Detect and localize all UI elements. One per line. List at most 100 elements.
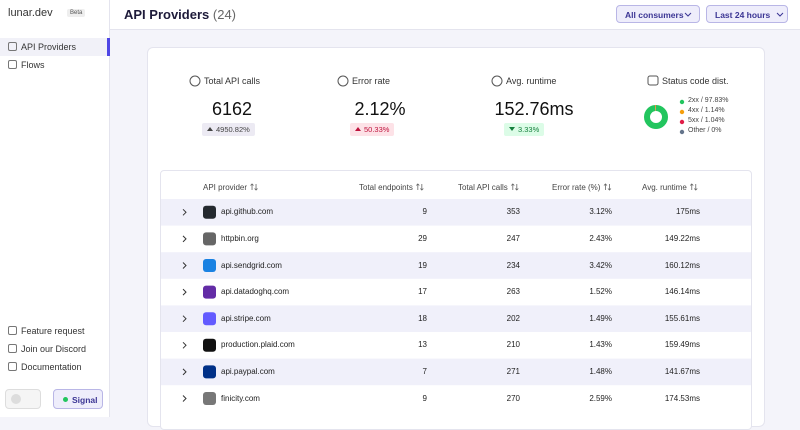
column-header[interactable]: Error rate (%) <box>552 183 601 192</box>
row-stripe <box>161 358 751 386</box>
logo: lunar.dev <box>8 7 53 19</box>
sort-icon <box>250 183 258 191</box>
footer-link[interactable]: Documentation <box>8 362 82 372</box>
cell: 9 <box>422 393 427 403</box>
cell: 3.42% <box>589 260 612 270</box>
legend-dot <box>679 119 685 125</box>
cell: 271 <box>506 366 520 376</box>
provider-icon <box>203 312 216 326</box>
cell: 1.52% <box>589 287 612 297</box>
cell: 174.53ms <box>664 393 700 403</box>
column-header[interactable]: Avg. runtime <box>642 183 687 192</box>
count: (24) <box>212 7 237 22</box>
cell: 210 <box>506 340 520 350</box>
stat-icon <box>337 75 349 87</box>
column-header[interactable]: Total API calls <box>458 183 508 192</box>
nav-item[interactable]: API Providers <box>8 42 76 52</box>
cell: 13 <box>418 340 427 350</box>
cell: 159.49ms <box>664 340 700 350</box>
stat-label: Avg. runtime <box>506 76 557 86</box>
cell: 29 <box>418 233 427 243</box>
provider-icon <box>203 259 216 272</box>
stat-label: Status code dist. <box>662 76 729 86</box>
legend-label: 4xx / 1.14% <box>688 107 725 114</box>
row-stripe <box>161 199 751 226</box>
cell: 19 <box>418 260 427 270</box>
title: API Providers <box>124 7 210 22</box>
expand-chevron <box>182 315 187 323</box>
expand-chevron <box>182 395 187 402</box>
beta-badge: Beta <box>67 9 86 17</box>
sort-icon <box>603 183 612 191</box>
provider-name: api.stripe.com <box>221 313 271 323</box>
column-header[interactable]: API provider <box>203 183 248 192</box>
expand-chevron <box>182 235 187 243</box>
cell: 1.48% <box>589 366 612 376</box>
period-dropdown[interactable]: Last 24 hours <box>706 5 788 23</box>
stat-label: Total API calls <box>204 76 261 86</box>
stat-label: Error rate <box>352 76 391 86</box>
stat-value: 6162 <box>211 99 253 119</box>
cell: 1.49% <box>589 313 612 323</box>
footer-link[interactable]: Feature request <box>8 326 85 336</box>
legend-dot <box>679 129 685 135</box>
donut-segment <box>644 105 668 129</box>
legend-dot <box>679 109 685 115</box>
page-title: API Providers (24) <box>124 7 236 22</box>
stat-icon <box>491 75 503 87</box>
cell: 263 <box>506 287 520 297</box>
legend-label: Other / 0% <box>688 127 722 134</box>
cell: 17 <box>418 287 427 297</box>
cell: 18 <box>418 313 427 323</box>
expand-chevron <box>182 208 187 216</box>
provider-name: api.datadoghq.com <box>221 287 290 297</box>
header: API Providers (24) All consumers Last 24… <box>110 0 800 30</box>
link-label: Join our Discord <box>21 344 87 354</box>
nav-active <box>0 38 110 56</box>
trend-arrow <box>509 127 515 131</box>
cell: 2.59% <box>589 393 612 403</box>
overlay <box>161 12 784 405</box>
provider-name: production.plaid.com <box>221 340 295 350</box>
stat-value: 152.76ms <box>494 99 574 119</box>
provider-icon <box>203 392 216 405</box>
provider-icon <box>203 365 216 379</box>
cell: 141.67ms <box>664 366 700 376</box>
stat-change: 50.33% <box>350 123 395 136</box>
cell: 146.14ms <box>664 287 700 297</box>
legend-label: 2xx / 97.83% <box>688 97 729 104</box>
footer-link[interactable]: Join our Discord <box>8 344 86 354</box>
signal-button[interactable]: Signal <box>53 389 103 409</box>
nav-label: API Providers <box>21 42 77 52</box>
cell: 247 <box>506 233 520 243</box>
sort-icon <box>689 183 698 191</box>
consumers-dropdown[interactable]: All consumers <box>616 5 700 23</box>
stat-value: 2.12% <box>354 99 406 119</box>
provider-name: api.github.com <box>221 207 274 217</box>
cell: 2.43% <box>589 233 612 243</box>
provider-name: finicity.com <box>221 393 260 403</box>
stat-icon <box>647 75 659 86</box>
column-header[interactable]: Total endpoints <box>359 183 413 192</box>
signal-label: Signal <box>72 395 98 405</box>
provider-icon <box>203 338 216 352</box>
cell: 202 <box>506 313 520 323</box>
cell: 160.12ms <box>664 260 700 270</box>
stat-change: 4950.82% <box>202 123 255 136</box>
cell: 175ms <box>675 207 700 217</box>
nav-item[interactable]: Flows <box>8 60 45 70</box>
cell: 7 <box>422 366 427 376</box>
legend-dot <box>679 99 685 105</box>
provider-name: api.sendgrid.com <box>221 260 282 270</box>
trend-arrow <box>207 127 213 131</box>
expand-chevron <box>182 288 187 296</box>
user-select[interactable] <box>5 389 41 409</box>
row-stripe <box>161 252 751 279</box>
provider-name: api.paypal.com <box>221 366 275 376</box>
provider-icon <box>203 232 216 246</box>
cell: 155.61ms <box>664 313 700 323</box>
provider-name: httpbin.org <box>221 233 259 243</box>
provider-icon <box>203 285 216 299</box>
link-label: Feature request <box>21 326 85 336</box>
